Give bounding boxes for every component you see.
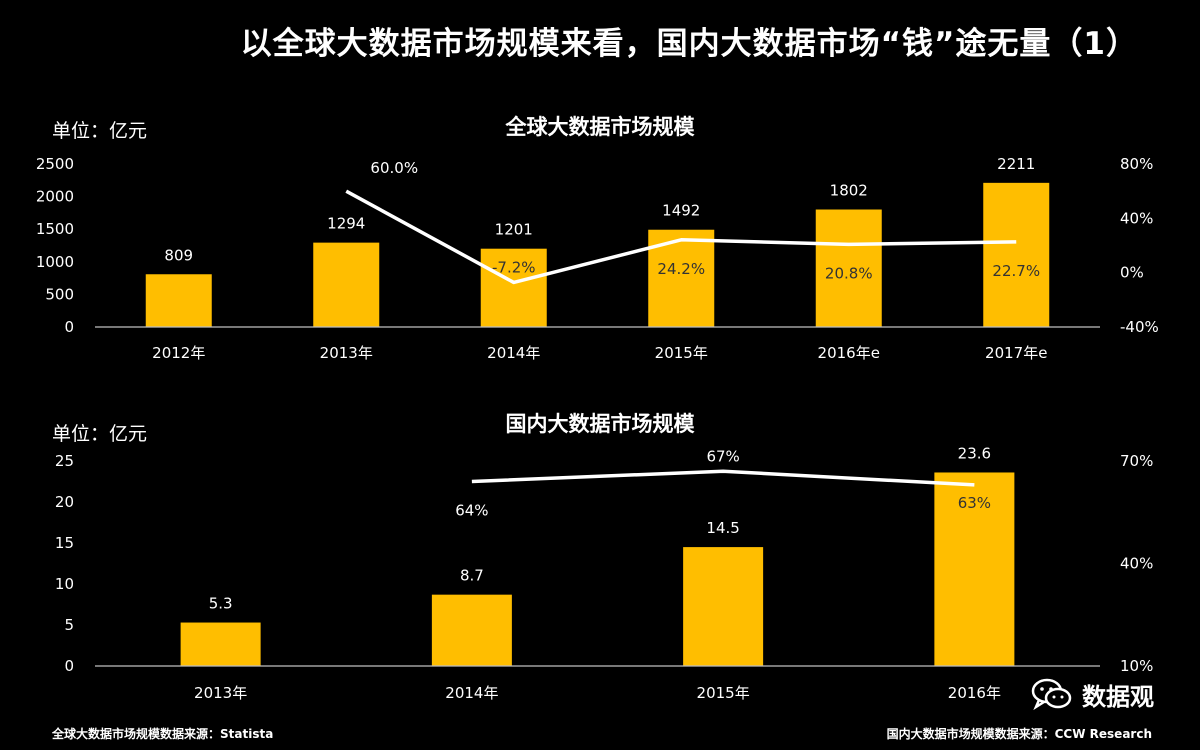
- bar: [934, 472, 1015, 666]
- bar-value-label: 1294: [327, 215, 365, 233]
- y2-tick-label: 40%: [1120, 555, 1153, 573]
- unit-label: 单位：亿元: [52, 120, 147, 142]
- bar-value-label: 23.6: [958, 444, 991, 462]
- y-tick-label: 2500: [36, 155, 74, 173]
- category-label: 2016年e: [818, 344, 880, 362]
- growth-label: -7.2%: [492, 258, 536, 276]
- y-tick-label: 1000: [36, 253, 74, 271]
- y-tick-label: 20: [55, 493, 74, 511]
- bar-value-label: 2211: [997, 155, 1035, 173]
- bar: [983, 182, 1050, 327]
- bar-value-label: 1492: [662, 202, 700, 220]
- chart-title: 国内大数据市场规模: [506, 412, 696, 436]
- growth-label: 60.0%: [370, 159, 418, 177]
- y-tick-label: 10: [55, 575, 74, 593]
- y-tick-label: 0: [64, 657, 74, 675]
- bar-value-label: 14.5: [706, 519, 739, 537]
- watermark: 数据观: [1030, 676, 1154, 712]
- category-label: 2017年e: [985, 344, 1047, 362]
- growth-label: 24.2%: [657, 260, 705, 278]
- growth-label: 20.8%: [825, 264, 873, 282]
- y2-tick-label: 0%: [1120, 264, 1144, 282]
- y-tick-label: 1500: [36, 220, 74, 238]
- y-tick-label: 5: [64, 616, 74, 634]
- y2-tick-label: -40%: [1120, 318, 1159, 336]
- bar: [180, 622, 261, 666]
- domestic-market-chart: 国内大数据市场规模 单位：亿元 0 5 10 15 20 25 10% 40% 70% 5.3 2013…: [52, 412, 1153, 702]
- y2-tick-label: 80%: [1120, 155, 1153, 173]
- bar-value-label: 1802: [830, 182, 868, 200]
- global-market-chart: 全球大数据市场规模 单位：亿元 0 500 1000 1500 2000 2500 -40% 0%…: [36, 115, 1159, 362]
- footer-source-domestic: 国内大数据市场规模数据来源：CCW Research: [886, 727, 1152, 741]
- y-tick-label: 500: [45, 285, 74, 303]
- category-label: 2014年: [487, 344, 540, 362]
- growth-line: [471, 469, 975, 487]
- category-label: 2016年: [948, 684, 1001, 702]
- category-label: 2015年: [697, 684, 750, 702]
- bar: [145, 274, 212, 327]
- bar-value-label: 809: [164, 246, 193, 264]
- watermark-text: 数据观: [1082, 682, 1154, 711]
- growth-label: 63%: [958, 494, 991, 512]
- wechat-icon: [1031, 678, 1072, 711]
- growth-line: [345, 189, 1017, 285]
- y2-tick-label: 70%: [1120, 452, 1153, 470]
- bar-value-label: 1201: [495, 221, 533, 239]
- footer-source-global: 全球大数据市场规模数据来源：Statista: [52, 727, 274, 741]
- y-tick-label: 25: [55, 452, 74, 470]
- growth-label: 64%: [455, 502, 488, 520]
- y-tick-label: 2000: [36, 188, 74, 206]
- y2-tick-label: 10%: [1120, 657, 1153, 675]
- y-tick-label: 0: [64, 318, 74, 336]
- y-tick-label: 15: [55, 534, 74, 552]
- bar-value-label: 5.3: [209, 595, 233, 613]
- y2-tick-label: 40%: [1120, 209, 1153, 227]
- category-label: 2012年: [152, 344, 205, 362]
- bar: [431, 594, 512, 666]
- category-label: 2013年: [194, 684, 247, 702]
- category-label: 2014年: [445, 684, 498, 702]
- growth-label: 67%: [706, 447, 739, 465]
- bar: [313, 242, 380, 327]
- page-title: 以全球大数据市场规模来看，国内大数据市场“钱”途无量（1）: [240, 26, 1138, 62]
- category-label: 2013年: [320, 344, 373, 362]
- bar: [815, 209, 882, 327]
- unit-label: 单位：亿元: [52, 423, 147, 445]
- chart-title: 全球大数据市场规模: [505, 115, 696, 139]
- growth-label: 22.7%: [992, 262, 1040, 280]
- category-label: 2015年: [655, 344, 708, 362]
- bar-value-label: 8.7: [460, 567, 484, 585]
- bar: [480, 248, 547, 327]
- bar: [683, 547, 764, 666]
